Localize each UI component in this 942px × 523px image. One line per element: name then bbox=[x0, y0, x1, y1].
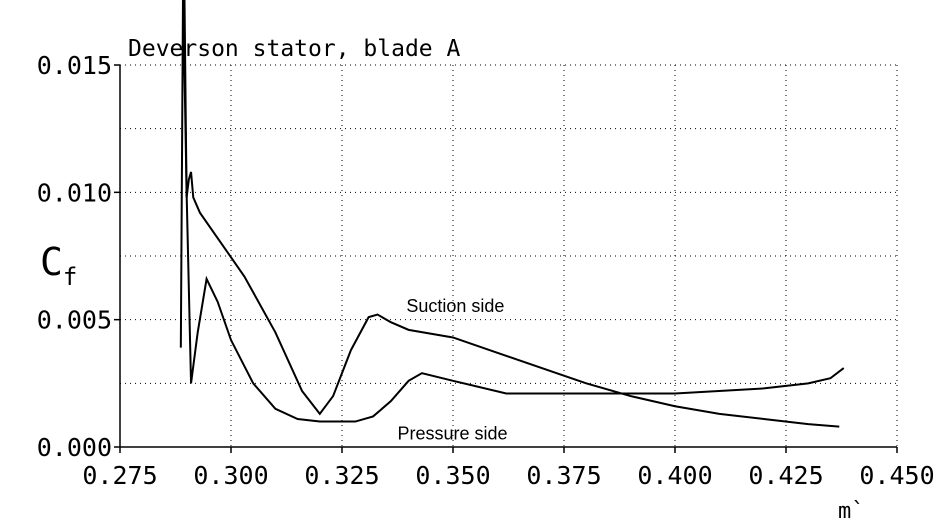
y-tick-label: 0.010 bbox=[37, 178, 112, 207]
x-tick-label: 0.425 bbox=[748, 461, 823, 490]
x-tick-label: 0.325 bbox=[304, 461, 379, 490]
x-axis-label: m` bbox=[838, 499, 865, 523]
chart-title: Deverson stator, blade A bbox=[128, 36, 460, 62]
x-tick-label: 0.275 bbox=[82, 461, 157, 490]
series-line bbox=[179, 0, 845, 423]
x-tick-label: 0.300 bbox=[193, 461, 268, 490]
x-tick-label: 0.400 bbox=[637, 461, 712, 490]
y-axis-label: Cf bbox=[40, 240, 77, 291]
x-tick-label: 0.350 bbox=[415, 461, 490, 490]
x-tick-label: 0.450 bbox=[859, 461, 934, 490]
series-label: Pressure side bbox=[398, 423, 508, 443]
x-tick-label: 0.375 bbox=[526, 461, 601, 490]
y-label-sub: f bbox=[63, 263, 77, 291]
series-label: Suction side bbox=[406, 296, 504, 316]
y-tick-label: 0.015 bbox=[37, 51, 112, 80]
y-tick-label: 0.005 bbox=[37, 306, 112, 335]
y-label-main: C bbox=[40, 240, 63, 284]
series-line bbox=[183, 0, 840, 428]
y-tick-label: 0.000 bbox=[37, 433, 112, 462]
